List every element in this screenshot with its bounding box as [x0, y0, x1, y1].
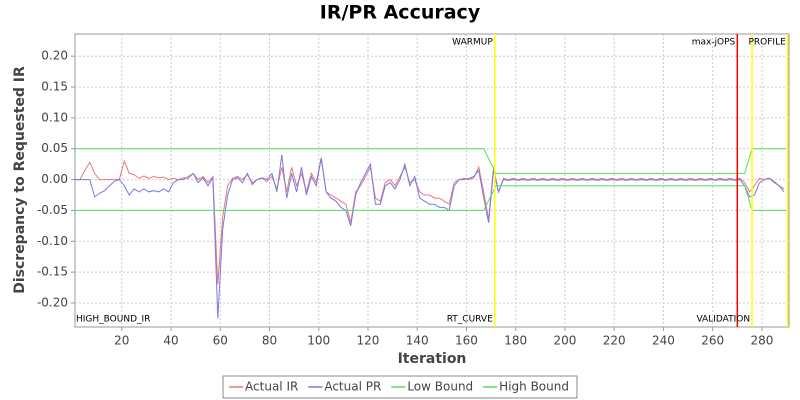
- series-line: [75, 154, 785, 319]
- x-tick-label: 80: [262, 334, 277, 348]
- x-tick-label: 220: [603, 334, 626, 348]
- x-axis-label: Iteration: [398, 351, 467, 367]
- x-tick-label: 260: [701, 334, 724, 348]
- y-tick-label: 0.00: [41, 172, 68, 186]
- legend-label: Actual PR: [324, 380, 381, 394]
- y-tick-label: -0.10: [37, 234, 68, 248]
- marker-label: WARMUP: [452, 38, 493, 48]
- x-tick-label: 180: [504, 334, 527, 348]
- x-tick-label: 120: [357, 334, 380, 348]
- x-tick-label: 60: [213, 334, 228, 348]
- x-tick-label: 240: [652, 334, 675, 348]
- plot-area: [74, 33, 790, 328]
- legend-label: Low Bound: [407, 380, 473, 394]
- x-tick-label: 100: [307, 334, 330, 348]
- x-tick-label: 280: [750, 334, 773, 348]
- y-tick-label: -0.20: [37, 295, 68, 309]
- legend-label: Actual IR: [245, 380, 298, 394]
- y-tick-label: 0.15: [41, 80, 68, 94]
- legend: Actual IR Actual PR Low Bound High Bound: [222, 375, 578, 399]
- series-line: [75, 185, 787, 211]
- y-tick-label: -0.15: [37, 265, 68, 279]
- x-tick-label: 20: [114, 334, 129, 348]
- y-axis-label: Discrepancy to Requested IR: [12, 66, 28, 294]
- y-tick-label: 0.05: [41, 141, 68, 155]
- series-line: [75, 148, 787, 174]
- marker-label: HIGH_BOUND_IR: [76, 315, 150, 325]
- x-tick-label: 40: [163, 334, 178, 348]
- x-tick-label: 140: [406, 334, 429, 348]
- marker-label: PROFILE: [748, 38, 786, 48]
- x-tick-label: 200: [553, 334, 576, 348]
- x-tick-label: 160: [455, 334, 478, 348]
- chart-title: IR/PR Accuracy: [320, 2, 481, 24]
- y-tick-label: 0.10: [41, 110, 68, 124]
- legend-box: [222, 375, 578, 399]
- y-tick-label: 0.20: [41, 49, 68, 63]
- marker-label: max-jOPS: [692, 38, 736, 48]
- marker-label: VALIDATION: [696, 315, 750, 325]
- y-tick-label: -0.05: [37, 203, 68, 217]
- marker-label: RT_CURVE: [447, 315, 493, 325]
- legend-label: High Bound: [499, 380, 569, 394]
